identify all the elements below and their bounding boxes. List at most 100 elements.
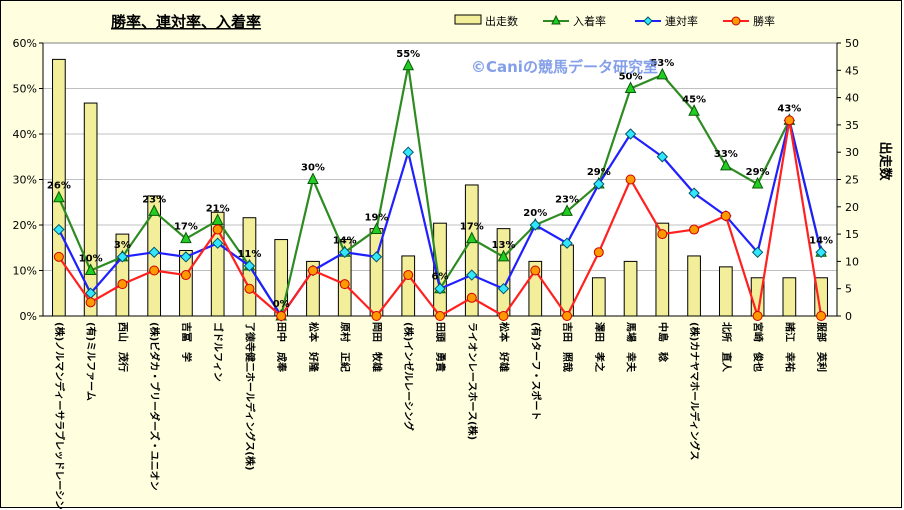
data-label: 29% <box>587 167 611 178</box>
data-label: 14% <box>333 235 357 246</box>
bar <box>782 277 797 317</box>
marker-diamond <box>497 282 510 295</box>
x-tick-label: 北所 直人 <box>720 322 733 373</box>
marker-circle <box>752 311 763 321</box>
bar <box>687 255 701 317</box>
marker-circle <box>657 229 668 240</box>
y-tick-label: 0% <box>20 310 37 323</box>
marker-triangle <box>497 249 510 262</box>
x-tick-label: (株)インゼルレーシング <box>402 322 415 431</box>
marker-circle <box>593 247 604 258</box>
marker-triangle <box>688 104 700 116</box>
marker-diamond <box>434 282 446 295</box>
x-tick-label: 田頭 勇貴 <box>434 322 447 372</box>
legend-label: 連対率 <box>665 14 698 28</box>
data-label: 13% <box>492 240 516 251</box>
marker-circle <box>530 265 541 276</box>
x-tick-label: 中島 稔 <box>656 322 669 362</box>
marker-circle <box>784 115 795 126</box>
data-label: 43% <box>777 103 801 114</box>
y2-tick-label: 25 <box>845 174 859 187</box>
x-tick-label: (有)ターフ・スポート <box>529 322 542 421</box>
marker-triangle <box>624 81 637 93</box>
legend-label: 勝率 <box>753 14 775 28</box>
x-tick-label: 岡田 牧雄 <box>370 322 383 372</box>
x-tick-label: 原村 正紀 <box>339 322 352 372</box>
marker-diamond <box>116 251 129 263</box>
data-label: 45% <box>682 94 706 105</box>
bar <box>623 260 638 317</box>
marker-triangle <box>402 58 415 71</box>
x-tick-label: 吉田 照哉 <box>561 322 574 372</box>
marker-circle <box>816 311 827 321</box>
x-tick-label: (有)ミルファーム <box>85 322 98 401</box>
marker-circle <box>689 224 700 235</box>
x-tick-label: 諸江 幸祐 <box>783 322 796 372</box>
marker-diamond <box>561 237 573 249</box>
x-tick-label: 田中 成奉 <box>275 322 288 373</box>
bar <box>401 255 416 317</box>
y2-tick-label: 45 <box>845 64 859 77</box>
x-tick-label: (株)ビダカ・ブリーダーズ・ユニオン <box>148 322 161 491</box>
data-label: 50% <box>619 72 643 83</box>
data-label: 14% <box>809 235 833 246</box>
y2-tick-label: 5 <box>845 283 852 296</box>
y-tick-label: 50% <box>13 83 37 96</box>
chart-title: 勝率、連対率、入着率 <box>111 13 261 31</box>
legend: 出走数 入着率 連対率 勝率 <box>454 14 775 28</box>
bar <box>591 277 606 317</box>
marker-triangle <box>211 213 224 225</box>
marker-circle <box>562 311 573 321</box>
marker-circle <box>117 279 128 290</box>
marker-diamond <box>339 246 351 259</box>
x-tick-label: 西山 茂行 <box>116 322 129 372</box>
data-label: 17% <box>174 222 198 233</box>
marker-circle <box>53 251 64 262</box>
y2-tick-label: 10 <box>845 255 859 268</box>
marker-triangle <box>370 222 383 235</box>
marker-circle <box>403 270 414 281</box>
data-label: 23% <box>555 194 579 205</box>
marker-diamond <box>148 246 160 259</box>
marker-diamond <box>593 178 605 190</box>
marker-triangle <box>84 263 97 275</box>
marker-circle <box>625 174 636 185</box>
marker-diamond <box>688 187 700 199</box>
y-tick-label: 20% <box>13 219 37 232</box>
y-tick-label: 40% <box>13 128 37 141</box>
legend-marker <box>731 16 741 26</box>
marker-diamond <box>815 246 827 259</box>
marker-diamond <box>243 260 256 272</box>
x-tick-label: (株)カナヤマホールディングス <box>688 322 701 460</box>
data-label: 23% <box>142 194 166 205</box>
y2-tick-label: 15 <box>845 228 859 241</box>
marker-triangle <box>465 231 478 244</box>
y2-tick-label: 40 <box>845 92 859 105</box>
marker-triangle <box>751 176 764 189</box>
y-tick-label: 30% <box>13 174 37 187</box>
marker-diamond <box>656 151 669 163</box>
marker-circle <box>435 311 445 321</box>
data-label: 11% <box>237 249 261 260</box>
y-tick-label: 10% <box>13 265 37 278</box>
marker-diamond <box>402 146 414 158</box>
bar <box>718 266 733 317</box>
marker-triangle <box>561 204 573 216</box>
marker-circle <box>720 210 731 221</box>
x-tick-label: 松本 好雄 <box>498 322 511 372</box>
legend-label: 入着率 <box>573 14 606 28</box>
data-label: 10% <box>79 254 103 265</box>
data-label: 55% <box>396 49 420 60</box>
y2-tick-label: 50 <box>845 37 859 50</box>
data-label: 29% <box>746 167 770 178</box>
data-label: 0% <box>273 299 290 310</box>
data-label: 26% <box>47 181 71 192</box>
data-label: 30% <box>301 163 325 174</box>
x-tick-label: 服部 英利 <box>815 322 828 372</box>
marker-circle <box>244 283 255 294</box>
marker-triangle <box>656 67 669 80</box>
y2-axis-title: 出走数 <box>877 141 893 181</box>
x-tick-label: 宮崎 俊也 <box>752 322 765 372</box>
data-label: 6% <box>432 272 449 283</box>
